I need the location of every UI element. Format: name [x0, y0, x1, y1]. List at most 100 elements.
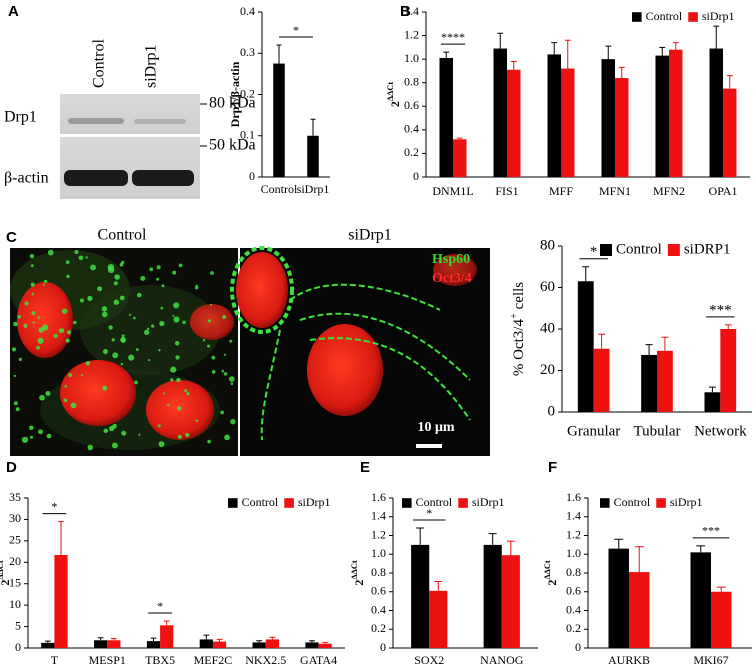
speckle	[28, 425, 34, 431]
x-tick-label: MESP1	[89, 653, 126, 667]
speckle	[186, 391, 190, 396]
speckle	[23, 323, 28, 328]
error-bar	[216, 638, 223, 642]
y-tick-label: 0	[249, 169, 255, 183]
y-tick-label: 30	[9, 511, 21, 525]
y-tick-label: 1.6	[566, 490, 581, 504]
speckle	[63, 398, 67, 402]
speckle	[38, 429, 43, 435]
legend-swatch	[228, 498, 238, 508]
y-axis-label: 2ΔΔCt	[350, 560, 365, 586]
bar	[655, 55, 669, 177]
speckle	[173, 316, 180, 323]
speckle	[162, 392, 165, 395]
speckle	[30, 282, 35, 287]
speckle	[17, 314, 22, 319]
error-bar	[276, 44, 282, 64]
error-bar	[696, 545, 706, 553]
y-tick-label: 1.0	[566, 546, 581, 560]
speckle	[101, 311, 108, 318]
speckle	[210, 271, 214, 275]
x-tick-label: T	[51, 653, 59, 667]
x-tick-label: MKI67	[693, 653, 728, 667]
blot-strip	[60, 137, 200, 199]
speckle	[13, 401, 18, 406]
speckle	[120, 362, 124, 366]
speckle	[151, 324, 155, 328]
legend-swatch	[656, 498, 666, 508]
bar	[107, 640, 121, 648]
speckle	[173, 302, 180, 309]
x-tick-label: GATA4	[300, 653, 337, 667]
error-bar	[269, 636, 276, 640]
speckle	[87, 444, 94, 451]
error-bar	[443, 51, 450, 58]
speckle	[135, 348, 139, 351]
speckle	[64, 385, 68, 388]
error-bar	[618, 66, 625, 78]
y-axis-label: 2ΔΔCt	[0, 560, 12, 586]
speckle	[85, 361, 91, 366]
speckle	[32, 321, 35, 324]
x-tick-label: MFF	[549, 184, 573, 198]
chart: 0 0.1 0.2 0.3 0.4 Drp1/β-actin Control siDrp1 *	[228, 4, 330, 196]
y-tick-label: 40	[540, 320, 555, 336]
error-bar	[97, 637, 104, 641]
lane-label: Control	[91, 39, 108, 88]
bar	[160, 625, 174, 648]
speckle	[114, 423, 117, 427]
speckle	[87, 295, 93, 301]
error-bar	[713, 25, 720, 49]
speckle	[111, 442, 118, 449]
significance-label: ****	[441, 30, 465, 44]
y-tick-label: 25	[9, 533, 21, 547]
legend-swatch	[284, 498, 294, 508]
bar	[711, 591, 732, 648]
bar	[307, 135, 319, 177]
speckle	[53, 333, 58, 339]
speckle	[13, 321, 18, 327]
error-bar	[510, 61, 517, 70]
y-tick-label: 0	[380, 640, 386, 654]
x-tick-label: DNM1L	[432, 184, 473, 198]
speckle	[101, 306, 108, 312]
x-tick-label: NKX2.5	[245, 653, 286, 667]
speckle	[167, 403, 170, 407]
y-tick-label: 1.0	[404, 51, 419, 65]
panel-label: B	[400, 3, 411, 20]
y-tick-label: 0	[15, 640, 21, 654]
speckle	[160, 306, 164, 310]
error-bar	[614, 538, 624, 549]
speckle	[107, 263, 114, 271]
bar	[411, 544, 430, 648]
legend-label: Control	[616, 241, 662, 257]
speckle	[29, 254, 35, 259]
y-tick-label: 1.0	[371, 546, 386, 560]
y-tick-label: 0.2	[404, 145, 419, 159]
speckle	[222, 315, 227, 319]
speckle	[24, 301, 29, 306]
speckle	[134, 380, 138, 385]
error-bar	[659, 46, 666, 56]
chart: 0 5 10 15 20 25 30 35 2ΔΔCt T MESP1 TBX5 MEF2C NKX2.5…	[0, 490, 345, 667]
chart: 0 20 40 60 80 % Oct3/4+ cells Granular Tubular N…	[509, 237, 752, 439]
speckle	[85, 256, 88, 259]
bar	[629, 572, 650, 648]
speckle	[65, 260, 70, 264]
speckle	[121, 338, 126, 343]
error-bar	[416, 527, 425, 545]
y-tick-label: 0.4	[371, 602, 386, 616]
speckle	[138, 433, 141, 436]
blot-strip	[60, 94, 200, 134]
speckle	[177, 434, 182, 439]
speckle	[140, 275, 146, 281]
chart: 0 0.2 0.4 0.6 0.8 1.0 1.2 1.4 1.6 2ΔΔCt AURKB MKI67…	[543, 490, 752, 667]
speckle	[156, 265, 161, 270]
speckle	[81, 373, 84, 377]
y-label-part: 2	[0, 580, 12, 586]
legend-swatch	[632, 12, 642, 22]
speckle	[185, 432, 190, 438]
y-tick-label: 0.8	[371, 565, 386, 579]
error-bar	[309, 640, 315, 643]
marker-label: 80 kDa	[209, 95, 256, 112]
